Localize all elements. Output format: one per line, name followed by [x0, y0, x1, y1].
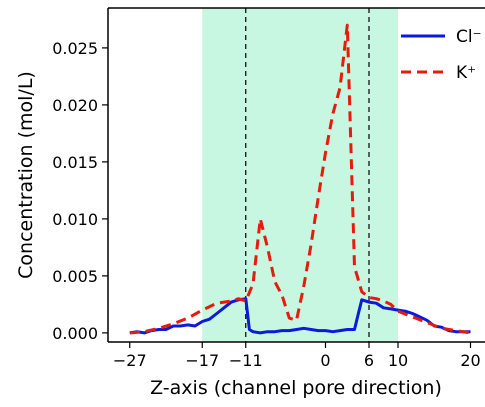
series-line-k — [129, 23, 471, 335]
x-tick-label: 0 — [320, 351, 330, 370]
x-tick-label: −11 — [229, 351, 263, 370]
shaded-region — [202, 8, 398, 342]
x-axis-title: Z-axis (channel pore direction) — [150, 377, 442, 399]
legend-label-cl: Cl⁻ — [456, 27, 482, 47]
x-tick-label: −27 — [113, 351, 147, 370]
x-tick-label: 6 — [364, 351, 374, 370]
y-tick-label: 0.025 — [52, 39, 98, 58]
y-tick-label: 0.005 — [52, 267, 98, 286]
y-tick-label: 0.000 — [52, 324, 98, 343]
x-tick-label: −17 — [185, 351, 219, 370]
legend: Cl⁻ K⁺ — [401, 27, 482, 83]
legend-label-k: K⁺ — [456, 63, 476, 83]
y-tick-label: 0.015 — [52, 153, 98, 172]
x-tick-label: 20 — [460, 351, 480, 370]
y-tick-label: 0.010 — [52, 210, 98, 229]
y-axis-title: Concentration (mol/L) — [15, 71, 37, 279]
x-tick-label: 10 — [388, 351, 408, 370]
y-tick-label: 0.020 — [52, 96, 98, 115]
series-line-cl — [129, 297, 471, 335]
